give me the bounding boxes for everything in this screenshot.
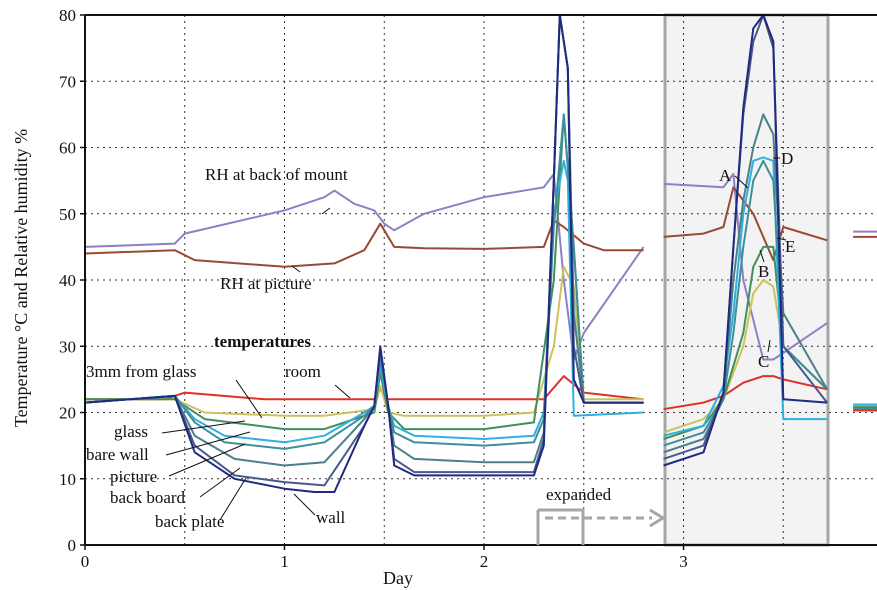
expanded-arrow-head [649, 508, 666, 528]
label-expanded: expanded [546, 485, 612, 504]
tick-layer: 0 10 20 30 40 50 60 70 80 0 1 2 3 [59, 6, 688, 571]
expanded-series-line-bare-wall [663, 156, 828, 437]
label-room: room [285, 362, 321, 381]
y-tick-label-20: 20 [59, 404, 76, 423]
y-tick-label-60: 60 [59, 139, 76, 158]
leader-b [759, 249, 765, 263]
series-line-rh-at-back-of-mount [84, 173, 645, 361]
y-tick-label-30: 30 [59, 337, 76, 356]
x-tick-label-2: 2 [480, 552, 489, 571]
x-axis-title: Day [383, 568, 413, 588]
x-tick-label-0: 0 [81, 552, 90, 571]
expanded-bracket [536, 508, 585, 545]
leader-lines [161, 157, 787, 521]
leader-c [767, 339, 771, 353]
leader-room [334, 384, 351, 399]
label-back-plate: back plate [155, 512, 224, 531]
y-tick-label-50: 50 [59, 205, 76, 224]
series-line-wall [84, 14, 644, 493]
label-point-a: A [719, 166, 732, 185]
leader-back-plate [219, 477, 247, 521]
y-axis-title: Temperature °C and Relative humidity % [11, 129, 31, 427]
label-3mm-from-glass: 3mm from glass [86, 362, 197, 381]
leader-picture [168, 443, 246, 477]
label-point-e: E [785, 237, 795, 256]
leader-rh-picture [291, 265, 301, 273]
expanded-series-line-picture [663, 159, 828, 447]
leader-rh-mount [321, 207, 331, 215]
leader-e [776, 237, 787, 241]
leader-wall [293, 493, 316, 516]
leader-back-board [199, 467, 241, 498]
label-point-d: D [781, 149, 793, 168]
label-point-b: B [758, 262, 769, 281]
y-tick-label-70: 70 [59, 72, 76, 91]
expanded-series-line-wall [663, 14, 828, 467]
leader-3mm [235, 379, 263, 419]
y-tick-label-10: 10 [59, 470, 76, 489]
label-rh-at-picture: RH at picture [220, 274, 312, 293]
label-back-board: back board [110, 488, 186, 507]
series-line-3mm-from-glass [85, 265, 644, 417]
label-glass: glass [114, 422, 148, 441]
y-tick-label-40: 40 [59, 271, 76, 290]
leader-a [734, 175, 749, 189]
label-rh-back-of-mount: RH at back of mount [205, 165, 348, 184]
leader-glass [161, 420, 246, 434]
y-tick-label-80: 80 [59, 6, 76, 25]
label-wall: wall [316, 508, 346, 527]
leader-bare-wall [165, 431, 251, 456]
label-point-c: C [758, 352, 769, 371]
label-bare-wall: bare wall [86, 445, 149, 464]
y-tick-label-0: 0 [68, 536, 77, 555]
label-temperatures-heading: temperatures [214, 332, 311, 351]
x-tick-label-1: 1 [280, 552, 289, 571]
x-tick-label-3: 3 [679, 552, 688, 571]
series-layer [84, 14, 877, 493]
label-picture: picture [110, 467, 157, 486]
